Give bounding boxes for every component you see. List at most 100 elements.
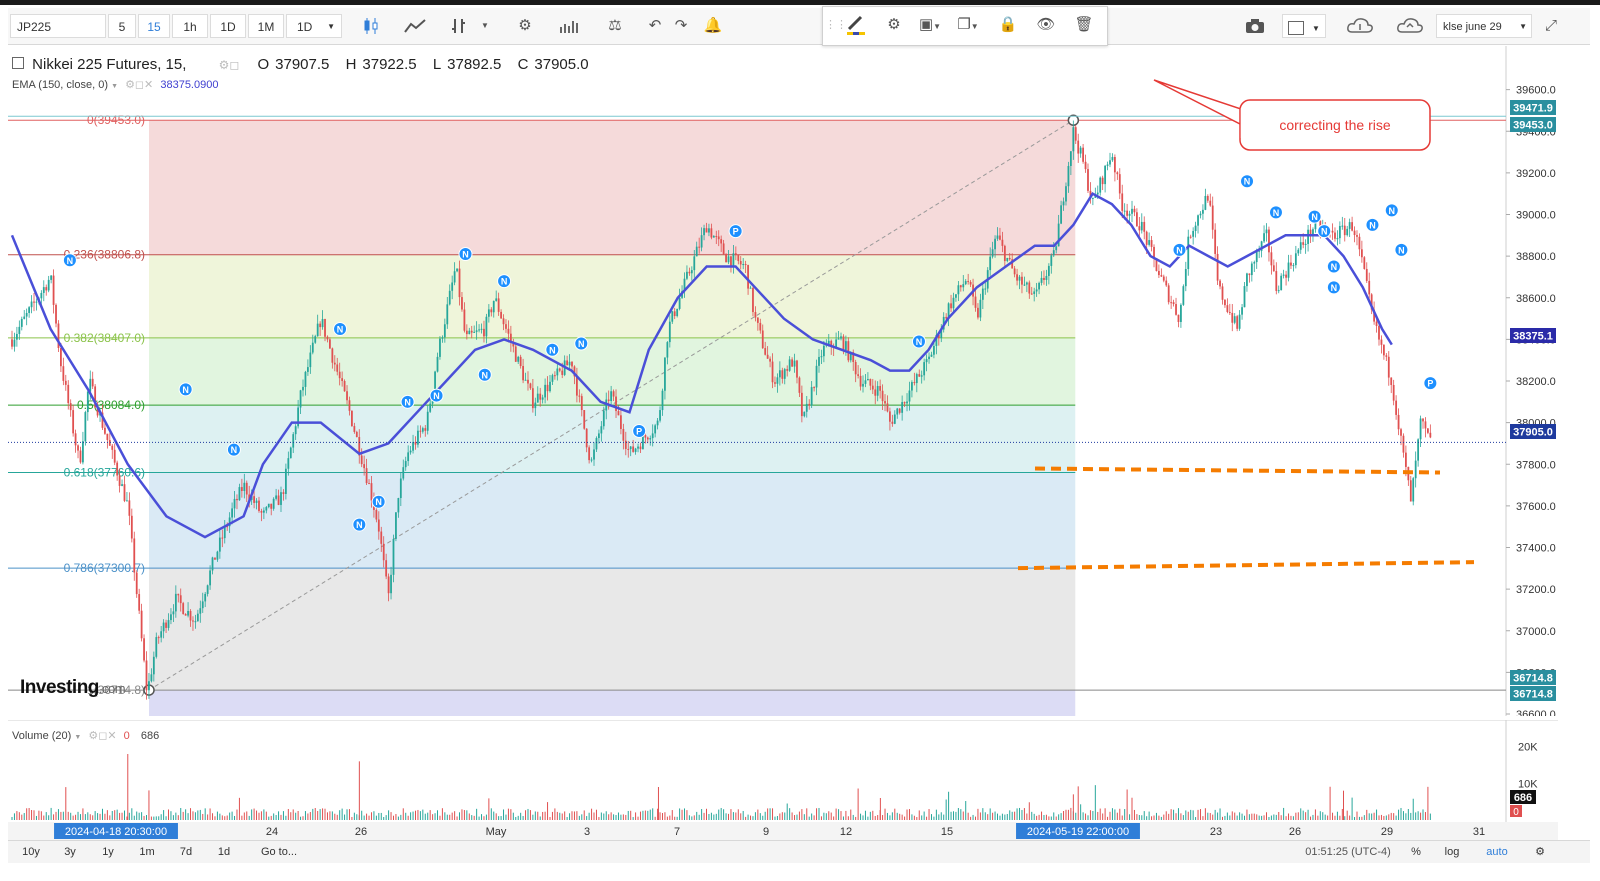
time-axis-highlight [1016, 823, 1140, 839]
candle-body [218, 537, 221, 552]
candle-body [397, 498, 400, 513]
candle-body [1343, 225, 1346, 236]
candle-body [91, 378, 94, 387]
candle-body [248, 494, 251, 500]
candle-body [935, 334, 938, 346]
candle-body [911, 382, 913, 391]
legend-settings-icon[interactable]: ⚙◻ [218, 58, 240, 72]
candle-body [106, 433, 109, 440]
range-1y[interactable]: 1y [102, 846, 114, 858]
interval-1m[interactable]: 1M [248, 14, 284, 38]
candle-body [62, 366, 65, 381]
candle-body [908, 390, 911, 402]
cloud-upload-icon[interactable] [1392, 14, 1428, 38]
candle-body [319, 323, 322, 328]
camera-icon[interactable] [1240, 14, 1270, 38]
interval-select[interactable]: 1D ▼ [286, 14, 342, 38]
candle-body [659, 410, 661, 421]
volume-settings-icon[interactable]: ⚙◻✕ [88, 730, 117, 742]
candle-body [1258, 250, 1261, 252]
candle-body [598, 433, 600, 439]
time-tick-label: 24 [266, 826, 278, 838]
candle-body [495, 298, 498, 301]
candle-body [1360, 249, 1363, 258]
range-1d[interactable]: 1d [217, 846, 231, 858]
ema-settings-icon[interactable]: ⚙◻✕ [125, 79, 154, 91]
interval-15[interactable]: 15 [138, 14, 170, 38]
fullscreen-icon[interactable]: ⤢ [1544, 17, 1557, 34]
legend-collapse-icon[interactable] [12, 57, 24, 69]
candle-body [615, 396, 617, 412]
candle-body [690, 270, 693, 274]
candle-body [368, 483, 370, 485]
event-marker-label: N [578, 339, 585, 349]
settings-icon[interactable]: ⚙ [518, 17, 532, 34]
symbol-input[interactable]: JP225 [10, 14, 106, 38]
candle-body [292, 434, 295, 448]
candle-body [82, 441, 84, 463]
chevron-down-icon[interactable]: ▼ [481, 21, 489, 30]
candle-body [708, 228, 710, 233]
candle-body [585, 428, 588, 448]
bars-compare-icon[interactable] [554, 14, 584, 38]
candle-body [1099, 177, 1102, 193]
candle-body [727, 256, 730, 263]
candle-body [133, 538, 136, 573]
time-axis[interactable]: 2024-04-18 20:30:00 24 26 May 3 7 9 12 15 2024-05… [8, 822, 1558, 840]
range-7d[interactable]: 7d [179, 846, 193, 858]
candle-body [578, 395, 581, 397]
drag-handle-icon[interactable]: ⋮⋮ [825, 19, 847, 31]
candle-body [79, 450, 82, 463]
candle-body [534, 402, 537, 409]
interval-1h[interactable]: 1h [172, 14, 208, 38]
candle-body [676, 308, 679, 317]
price-chart[interactable]: 0(39453.0) 0.236(38806.8) 0.382(38407.0) 0.… [8, 46, 1558, 716]
log-toggle[interactable]: log [1444, 846, 1460, 858]
chevron-down-icon[interactable]: ▼ [74, 734, 82, 741]
candle-body [1390, 377, 1393, 385]
trash-icon[interactable]: 🗑 [1074, 16, 1094, 33]
range-10y[interactable]: 10y [22, 846, 40, 858]
candle-body [886, 403, 889, 412]
interval-1d[interactable]: 1D [210, 14, 246, 38]
chevron-down-icon[interactable]: ▼ [111, 83, 118, 90]
lock-icon[interactable]: 🔒 [998, 16, 1018, 33]
candle-body [453, 271, 456, 283]
undo-icon[interactable]: ↶ [648, 17, 662, 34]
indicator-icon[interactable] [444, 14, 474, 38]
candle-body [722, 243, 725, 255]
range-3y[interactable]: 3y [64, 846, 76, 858]
y-tick-label: 39200.0 [1516, 168, 1556, 180]
eye-icon[interactable]: 👁 [1036, 16, 1056, 33]
redo-icon[interactable]: ↷ [674, 17, 688, 34]
settings-icon[interactable]: ⚙ [1535, 846, 1545, 858]
candle-body [610, 391, 613, 401]
candle-body [270, 503, 273, 509]
candle-body [1074, 127, 1077, 141]
candles-icon[interactable] [356, 14, 386, 38]
candle-body [1400, 429, 1402, 436]
range-1m[interactable]: 1m [139, 846, 155, 858]
candle-body [1260, 241, 1263, 251]
fill-icon[interactable]: ▣▼ [918, 16, 942, 33]
percent-toggle[interactable]: % [1411, 846, 1421, 858]
pen-icon[interactable] [841, 13, 871, 37]
auto-toggle[interactable]: auto [1486, 846, 1508, 858]
candle-body [96, 407, 99, 416]
goto-button[interactable]: Go to... [260, 846, 298, 858]
interval-5[interactable]: 5 [108, 14, 136, 38]
legend-o-label: O [257, 56, 270, 73]
layout-select[interactable]: ▼ [1282, 14, 1326, 38]
candle-body [385, 560, 388, 577]
volume-chart[interactable]: 20K 10K 686 0 [8, 720, 1558, 822]
candle-body [1001, 239, 1004, 246]
cloud-download-icon[interactable] [1342, 14, 1378, 38]
scale-icon[interactable]: ⚖ [608, 17, 622, 34]
event-marker-label: N [1311, 212, 1318, 222]
line-chart-icon[interactable] [400, 14, 430, 38]
gear-icon[interactable]: ⚙ [887, 16, 901, 33]
account-select[interactable]: klse june 29 ▼ [1436, 14, 1532, 38]
copy-icon[interactable]: ❐▼ [957, 16, 979, 33]
alert-icon[interactable]: 🔔 [703, 17, 723, 34]
candle-body [1280, 275, 1283, 291]
